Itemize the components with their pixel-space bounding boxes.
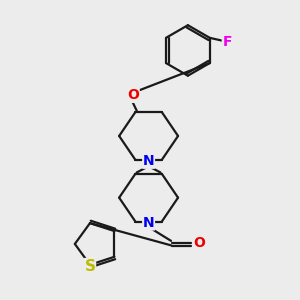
Text: O: O — [127, 88, 139, 102]
Text: N: N — [143, 216, 154, 230]
Text: N: N — [143, 154, 154, 168]
Text: F: F — [222, 35, 232, 49]
Text: S: S — [85, 259, 95, 274]
Text: O: O — [193, 236, 205, 250]
